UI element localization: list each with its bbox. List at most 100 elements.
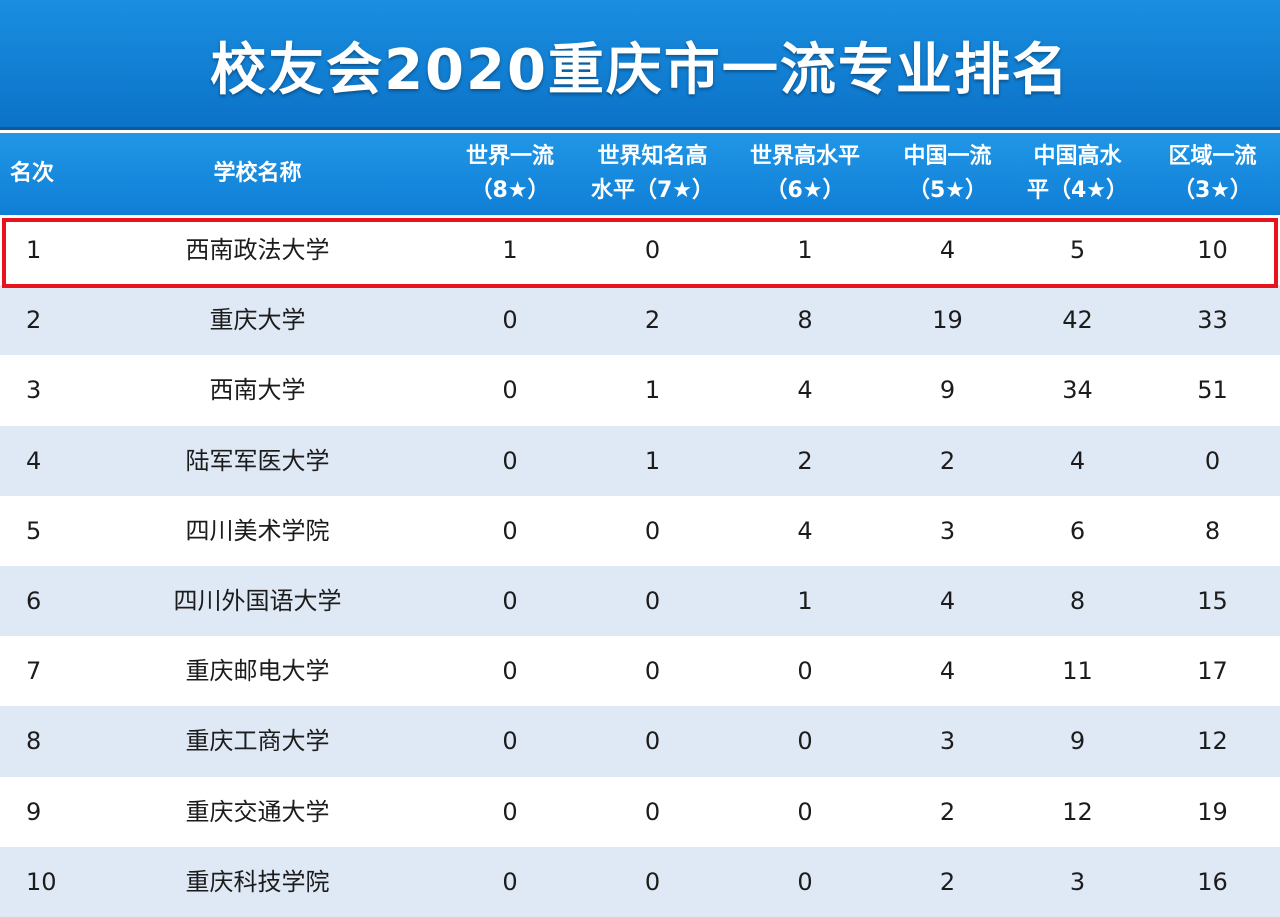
cell-c6: 4 xyxy=(797,516,813,545)
cell-c3: 15 xyxy=(1197,587,1228,616)
header-label-line2: 平（4★） xyxy=(1026,178,1129,203)
cell-rank: 7 xyxy=(26,657,42,686)
cell-c4: 8 xyxy=(1069,587,1086,616)
header-c5: 中国一流 （5★） xyxy=(880,133,1015,215)
table-header: 名次 学校名称 世界一流 （8★） 世界知名高水平（7★） 世界高水平 （6★） 中国一流 （5… xyxy=(0,133,1280,215)
header-label-stack: 世界一流 （8★） xyxy=(466,140,554,208)
cell-c8: 0 xyxy=(502,657,518,686)
header-label-line1: 中国高水 xyxy=(1033,144,1122,169)
cell-c4: 34 xyxy=(1062,376,1093,405)
cell-c7: 0 xyxy=(644,516,661,545)
cell-c4: 5 xyxy=(1069,236,1086,265)
cell-c8: 0 xyxy=(502,516,518,545)
table-row: 4 陆军军医大学 0 1 2 2 4 0 xyxy=(0,425,1280,496)
cell-c8: 0 xyxy=(502,867,518,896)
header-label-line2: （6★） xyxy=(765,178,845,203)
header-label-stack: 中国高水平（4★） xyxy=(1027,140,1128,208)
table-row: 1 西南政法大学 1 0 1 4 5 10 xyxy=(0,215,1280,286)
cell-c3: 51 xyxy=(1197,376,1228,405)
cell-school: 西南大学 xyxy=(209,376,306,405)
cell-c7: 0 xyxy=(644,236,661,265)
cell-c7: 0 xyxy=(644,727,661,756)
header-rank: 名次 xyxy=(0,133,120,215)
header-c7: 世界知名高水平（7★） xyxy=(580,133,725,215)
header-label-line1: 世界知名高 xyxy=(597,144,708,169)
header-label: 名次 xyxy=(10,161,55,186)
cell-rank: 6 xyxy=(26,587,42,616)
cell-c6: 0 xyxy=(797,727,813,756)
cell-c5: 19 xyxy=(932,306,963,335)
cell-c5: 4 xyxy=(939,236,956,265)
header-label-line2: 水平（7★） xyxy=(590,178,715,203)
table-row: 10 重庆科技学院 0 0 0 2 3 16 xyxy=(0,846,1280,917)
cell-c5: 9 xyxy=(939,376,956,405)
cell-school: 陆军军医大学 xyxy=(185,446,330,475)
cell-school: 重庆工商大学 xyxy=(185,727,330,756)
table-row: 5 四川美术学院 0 0 4 3 6 8 xyxy=(0,495,1280,566)
cell-c4: 6 xyxy=(1069,516,1086,545)
cell-c4: 42 xyxy=(1062,306,1093,335)
cell-c7: 1 xyxy=(644,446,661,475)
cell-school: 重庆科技学院 xyxy=(185,867,330,896)
cell-school: 西南政法大学 xyxy=(185,236,330,265)
cell-c3: 8 xyxy=(1204,516,1221,545)
cell-c7: 0 xyxy=(644,587,661,616)
header-c3: 区域一流 （3★） xyxy=(1145,133,1280,215)
table-row: 3 西南大学 0 1 4 9 34 51 xyxy=(0,355,1280,426)
table-row: 6 四川外国语大学 0 0 1 4 8 15 xyxy=(0,565,1280,637)
cell-c7: 0 xyxy=(644,867,661,896)
header-c4: 中国高水平（4★） xyxy=(1010,133,1145,215)
header-label-line1: 区域一流 xyxy=(1168,144,1257,169)
header-school: 学校名称 xyxy=(120,133,395,215)
cell-c5: 2 xyxy=(939,797,956,826)
header-label-line2: （5★） xyxy=(907,178,987,203)
table-row: 8 重庆工商大学 0 0 0 3 9 12 xyxy=(0,706,1280,777)
cell-c3: 17 xyxy=(1197,657,1228,686)
cell-c5: 3 xyxy=(939,516,956,545)
table-row: 7 重庆邮电大学 0 0 0 4 11 17 xyxy=(0,636,1280,707)
header-label-stack: 中国一流 （5★） xyxy=(903,140,991,208)
cell-c6: 2 xyxy=(797,446,813,475)
cell-c3: 0 xyxy=(1204,446,1221,475)
cell-c7: 1 xyxy=(644,376,661,405)
cell-c6: 1 xyxy=(797,587,813,616)
cell-c6: 8 xyxy=(797,306,813,335)
header-label-line1: 世界一流 xyxy=(465,144,554,169)
header-label-line2: （3★） xyxy=(1172,178,1252,203)
header-label-line1: 中国一流 xyxy=(903,144,992,169)
cell-rank: 9 xyxy=(26,797,42,826)
header-c8: 世界一流 （8★） xyxy=(440,133,580,215)
cell-c8: 0 xyxy=(502,376,518,405)
cell-c4: 12 xyxy=(1062,797,1093,826)
cell-school: 四川外国语大学 xyxy=(173,587,342,616)
cell-rank: 4 xyxy=(26,446,42,475)
cell-rank: 3 xyxy=(26,376,42,405)
cell-school: 重庆大学 xyxy=(209,306,306,335)
cell-rank: 2 xyxy=(26,306,42,335)
title-banner: 校友会2020重庆市一流专业排名 xyxy=(0,0,1280,130)
header-c6: 世界高水平 （6★） xyxy=(730,133,880,215)
cell-c7: 0 xyxy=(644,657,661,686)
cell-rank: 1 xyxy=(26,236,42,265)
cell-c8: 0 xyxy=(502,727,518,756)
cell-c6: 1 xyxy=(797,236,813,265)
cell-c6: 0 xyxy=(797,867,813,896)
header-label-stack: 世界高水平 （6★） xyxy=(750,140,860,208)
cell-c5: 4 xyxy=(939,657,956,686)
cell-c6: 0 xyxy=(797,797,813,826)
cell-c4: 3 xyxy=(1069,867,1086,896)
cell-rank: 5 xyxy=(26,516,42,545)
cell-c4: 11 xyxy=(1062,657,1093,686)
cell-c4: 9 xyxy=(1069,727,1086,756)
cell-c8: 1 xyxy=(502,236,518,265)
cell-c8: 0 xyxy=(502,797,518,826)
cell-c3: 16 xyxy=(1197,867,1228,896)
header-label: 学校名称 xyxy=(213,161,302,186)
cell-c5: 2 xyxy=(939,446,956,475)
header-label-stack: 世界知名高水平（7★） xyxy=(591,140,714,208)
header-label-stack: 区域一流 （3★） xyxy=(1168,140,1256,208)
cell-school: 四川美术学院 xyxy=(185,516,330,545)
cell-school: 重庆交通大学 xyxy=(185,797,330,826)
cell-c8: 0 xyxy=(502,446,518,475)
table-row: 9 重庆交通大学 0 0 0 2 12 19 xyxy=(0,776,1280,847)
